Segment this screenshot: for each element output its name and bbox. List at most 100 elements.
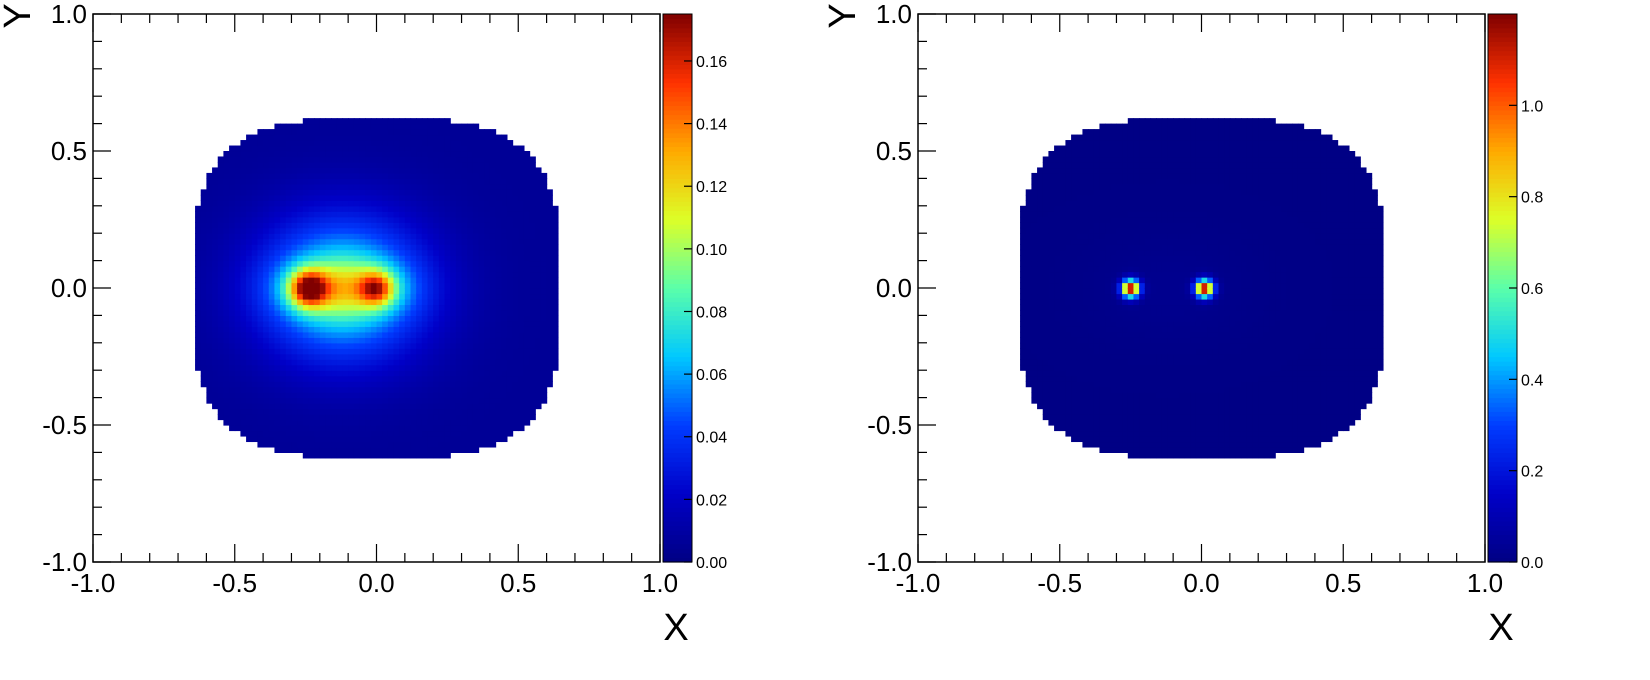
heatmap-cell	[319, 151, 327, 158]
heatmap-cell	[1093, 255, 1101, 262]
heatmap-cell	[1122, 320, 1129, 327]
heatmap-cell	[251, 200, 259, 207]
heatmap-cell	[433, 425, 440, 432]
heatmap-cell	[206, 282, 213, 289]
heatmap-cell	[495, 419, 502, 426]
heatmap-cell	[370, 359, 378, 366]
heatmap-cell	[308, 331, 315, 338]
heatmap-cell	[512, 342, 519, 349]
heatmap-cell	[319, 298, 327, 306]
heatmap-cell	[455, 298, 463, 306]
heatmap-cell	[308, 205, 315, 212]
heatmap-cell	[399, 381, 406, 388]
heatmap-cell	[370, 266, 378, 273]
heatmap-cell	[314, 337, 321, 344]
heatmap-cell	[484, 216, 491, 223]
heatmap-cell	[1037, 200, 1044, 207]
heatmap-cell	[285, 304, 293, 311]
heatmap-cell	[297, 381, 304, 388]
heatmap-cell	[387, 288, 395, 295]
y-tick-label: -1.0	[42, 547, 87, 577]
heatmap-cell	[257, 304, 264, 311]
heatmap-cell	[217, 222, 225, 229]
heatmap-cell	[370, 375, 378, 382]
heatmap-cell	[512, 151, 519, 158]
heatmap-cell	[302, 266, 310, 273]
heatmap-cell	[319, 304, 327, 311]
heatmap-cell	[455, 134, 463, 141]
heatmap-cell	[336, 200, 344, 207]
heatmap-cell	[489, 293, 497, 300]
heatmap-cell	[518, 331, 525, 338]
heatmap-cell	[523, 271, 531, 278]
heatmap-cell	[404, 304, 412, 311]
heatmap-cell	[325, 205, 332, 212]
heatmap-cell	[518, 227, 525, 234]
heatmap-cell	[302, 123, 310, 130]
heatmap-cell	[1133, 205, 1140, 212]
heatmap-cell	[212, 403, 219, 410]
heatmap-cell	[1116, 244, 1123, 251]
heatmap-cell	[484, 337, 491, 344]
heatmap-cell	[1088, 419, 1095, 426]
heatmap-cell	[1139, 183, 1146, 190]
heatmap-cell	[455, 425, 463, 432]
heatmap-cell	[308, 123, 315, 130]
heatmap-cell	[455, 353, 463, 360]
heatmap-cell	[1076, 370, 1084, 377]
heatmap-cell	[393, 441, 400, 448]
heatmap-cell	[331, 200, 338, 207]
heatmap-cell	[421, 304, 429, 311]
heatmap-cell	[1031, 178, 1038, 185]
heatmap-cell	[455, 403, 463, 410]
heatmap-cell	[200, 211, 207, 218]
heatmap-cell	[1127, 140, 1135, 147]
heatmap-cell	[450, 145, 457, 152]
heatmap-cell	[461, 414, 468, 421]
heatmap-cell	[523, 205, 531, 212]
heatmap-cell	[399, 419, 406, 426]
heatmap-cell	[359, 205, 366, 212]
heatmap-cell	[302, 167, 310, 174]
heatmap-cell	[467, 397, 474, 404]
heatmap-cell	[450, 446, 457, 453]
heatmap-cell	[410, 238, 417, 245]
heatmap-cell	[302, 397, 310, 404]
heatmap-cell	[1031, 326, 1038, 333]
colorbar-step	[663, 36, 692, 42]
heatmap-cell	[518, 386, 525, 393]
heatmap-cell	[291, 161, 298, 169]
heatmap-cell	[370, 222, 378, 229]
heatmap-cell	[1059, 205, 1067, 212]
heatmap-cell	[1139, 326, 1146, 333]
heatmap-cell	[376, 414, 383, 421]
heatmap-cell	[217, 315, 225, 322]
heatmap-cell	[342, 288, 349, 295]
heatmap-cell	[501, 222, 508, 229]
heatmap-cell	[1025, 288, 1032, 295]
heatmap-cell	[512, 167, 519, 174]
heatmap-cell	[1031, 260, 1038, 267]
heatmap-cell	[1127, 266, 1135, 273]
heatmap-cell	[518, 244, 525, 251]
heatmap-cell	[495, 375, 502, 382]
heatmap-cell	[461, 260, 468, 267]
heatmap-cell	[251, 222, 259, 229]
heatmap-cell	[1031, 342, 1038, 349]
heatmap-cell	[1110, 151, 1118, 158]
heatmap-cell	[529, 331, 536, 338]
heatmap-cell	[1139, 381, 1146, 388]
heatmap-cell	[489, 238, 497, 245]
heatmap-cell	[472, 200, 480, 207]
heatmap-cell	[467, 189, 474, 196]
heatmap-cell	[1099, 419, 1106, 426]
heatmap-cell	[319, 238, 327, 245]
heatmap-cell	[1025, 293, 1032, 300]
heatmap-cell	[1042, 298, 1050, 306]
heatmap-cell	[370, 277, 378, 284]
heatmap-cell	[467, 282, 474, 289]
heatmap-cell	[200, 282, 207, 289]
heatmap-cell	[1099, 183, 1106, 190]
heatmap-cell	[393, 255, 400, 262]
heatmap-cell	[535, 403, 542, 410]
